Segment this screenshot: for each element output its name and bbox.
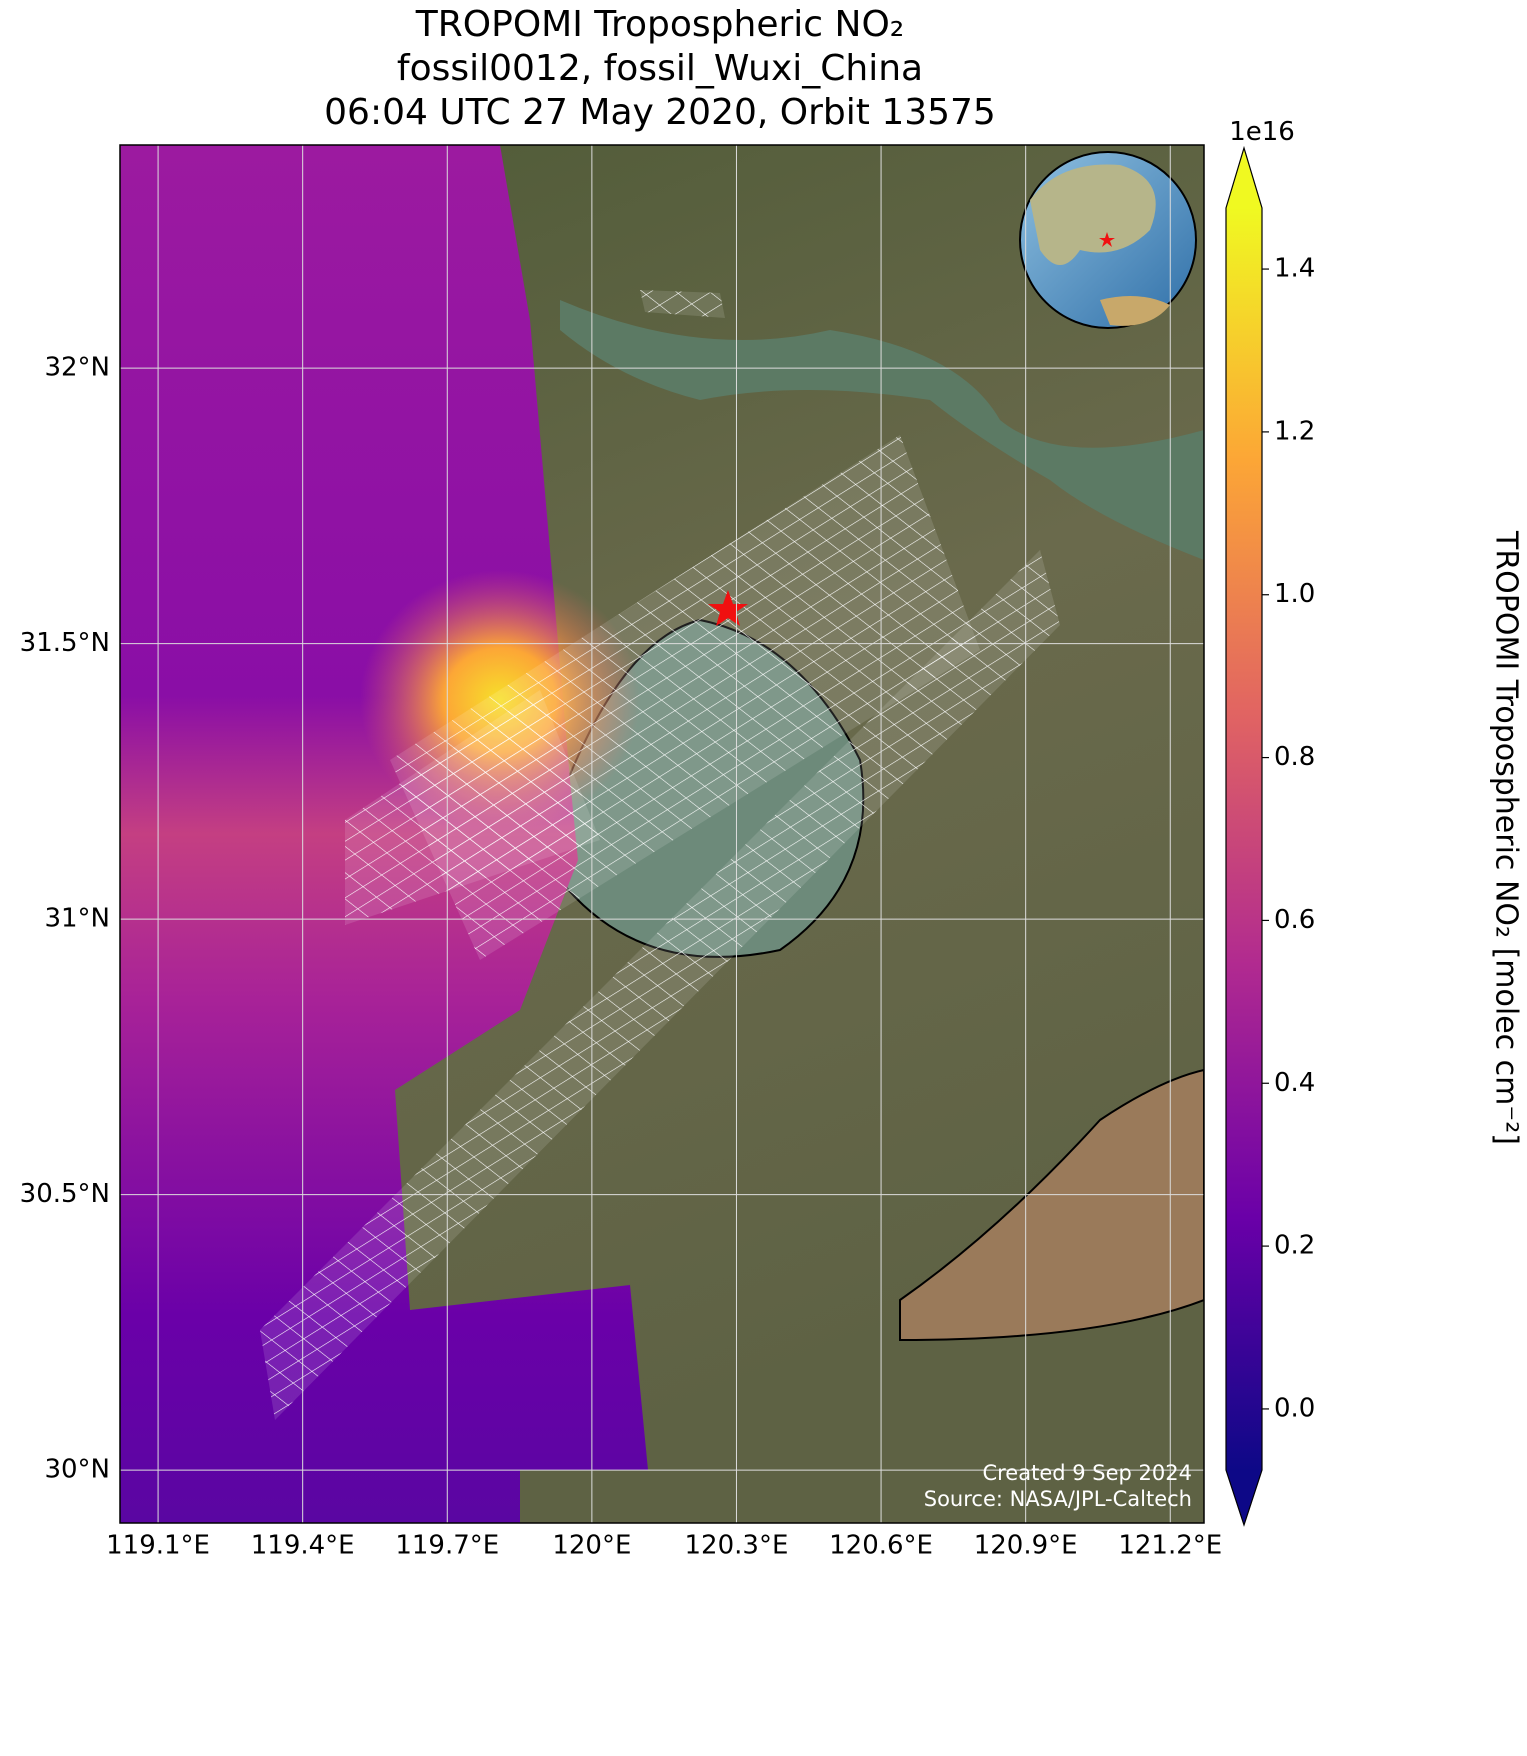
x-tick-label: 120.9°E — [974, 1531, 1078, 1561]
title-line: 06:04 UTC 27 May 2020, Orbit 13575 — [324, 92, 996, 133]
y-tick-label: 32°N — [44, 353, 110, 383]
river — [560, 300, 1204, 560]
colorbar-tick-label: 0.4 — [1274, 1068, 1315, 1098]
inset-globe — [1019, 151, 1197, 329]
title-line: fossil0012, fossil_Wuxi_China — [397, 48, 923, 89]
colorbar-frame — [1225, 145, 1263, 1527]
colorbar-tick-label: 0.6 — [1274, 905, 1315, 935]
x-tick-label: 119.1°E — [106, 1531, 210, 1561]
footprint-grid — [640, 290, 725, 318]
colorbar-tick-label: 0.2 — [1274, 1231, 1315, 1261]
colorbar-extend-max — [1226, 148, 1262, 208]
continent — [1100, 296, 1170, 326]
x-tick-label: 120.6°E — [829, 1531, 933, 1561]
colorbar-tick-label: 0.0 — [1274, 1393, 1315, 1423]
y-tick-label: 30°N — [44, 1455, 110, 1485]
x-tick-label: 120.3°E — [685, 1531, 789, 1561]
colorbar-tick-label: 1.0 — [1274, 579, 1315, 609]
colorbar-offset: 1e16 — [1229, 117, 1295, 147]
x-tick-label: 119.7°E — [395, 1531, 499, 1561]
y-tick-label: 31°N — [44, 904, 110, 934]
colorbar — [1226, 208, 1262, 1470]
colorbar-tick-label: 1.2 — [1274, 416, 1315, 446]
colorbar-label: TROPOMI Tropospheric NO₂ [molec cm⁻²] — [1489, 530, 1524, 1145]
x-tick-label: 121.2°E — [1118, 1531, 1222, 1561]
colorbar-tick-label: 0.8 — [1274, 742, 1315, 772]
y-tick-label: 30.5°N — [20, 1179, 110, 1209]
credit: Created 9 Sep 2024 — [982, 1461, 1192, 1485]
footprint-grid — [260, 550, 1060, 1420]
globe-star — [1099, 232, 1115, 247]
title-line: TROPOMI Tropospheric NO₂ — [415, 4, 904, 45]
graticule — [120, 145, 1204, 1523]
colorbar-tick-label: 1.4 — [1274, 254, 1315, 284]
map-frame — [119, 144, 1205, 1524]
site-star — [708, 590, 748, 626]
y-tick-label: 31.5°N — [20, 628, 110, 658]
footprint-grid — [345, 690, 600, 925]
x-tick-label: 119.4°E — [251, 1531, 355, 1561]
x-tick-label: 120°E — [552, 1531, 631, 1561]
colorbar-extend-min — [1226, 1470, 1262, 1525]
map-area — [120, 145, 1204, 1523]
continent — [1030, 164, 1156, 265]
credit: Source: NASA/JPL-Caltech — [924, 1487, 1192, 1511]
